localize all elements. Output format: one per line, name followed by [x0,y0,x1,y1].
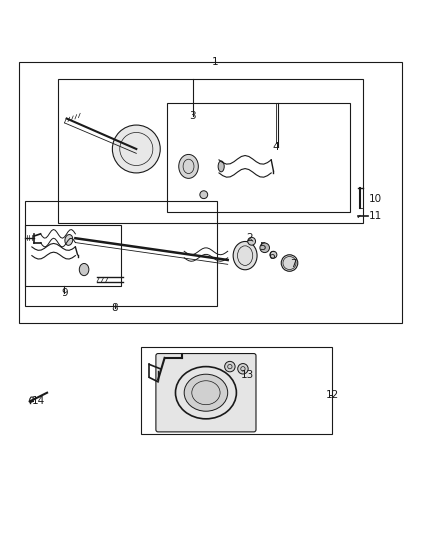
Circle shape [225,361,235,372]
Text: 4: 4 [272,142,279,152]
Bar [25,201,217,305]
Ellipse shape [248,237,255,245]
Ellipse shape [270,251,277,258]
Ellipse shape [179,155,198,179]
Bar [167,103,350,212]
Text: 7: 7 [290,260,296,269]
Text: 2: 2 [246,233,253,243]
Ellipse shape [184,374,228,411]
Ellipse shape [200,191,208,199]
Bar [19,62,402,323]
Bar [141,347,332,434]
Text: 11: 11 [369,212,382,221]
Text: 13: 13 [240,370,254,381]
Text: 5: 5 [259,242,266,252]
Ellipse shape [79,263,89,276]
Text: 8: 8 [111,303,118,313]
Text: 12: 12 [325,390,339,400]
Text: 10: 10 [369,194,382,204]
Text: 6: 6 [268,251,275,261]
FancyBboxPatch shape [156,353,256,432]
Ellipse shape [233,241,257,270]
Text: 1: 1 [212,57,218,67]
Ellipse shape [65,235,73,245]
Ellipse shape [260,243,269,253]
Circle shape [238,364,248,374]
Bar [58,79,363,223]
Text: 14: 14 [32,397,45,407]
Circle shape [113,125,160,173]
Text: 9: 9 [61,288,68,297]
Text: 3: 3 [190,111,196,122]
Ellipse shape [281,255,298,271]
Ellipse shape [218,161,224,172]
Bar [25,225,121,286]
